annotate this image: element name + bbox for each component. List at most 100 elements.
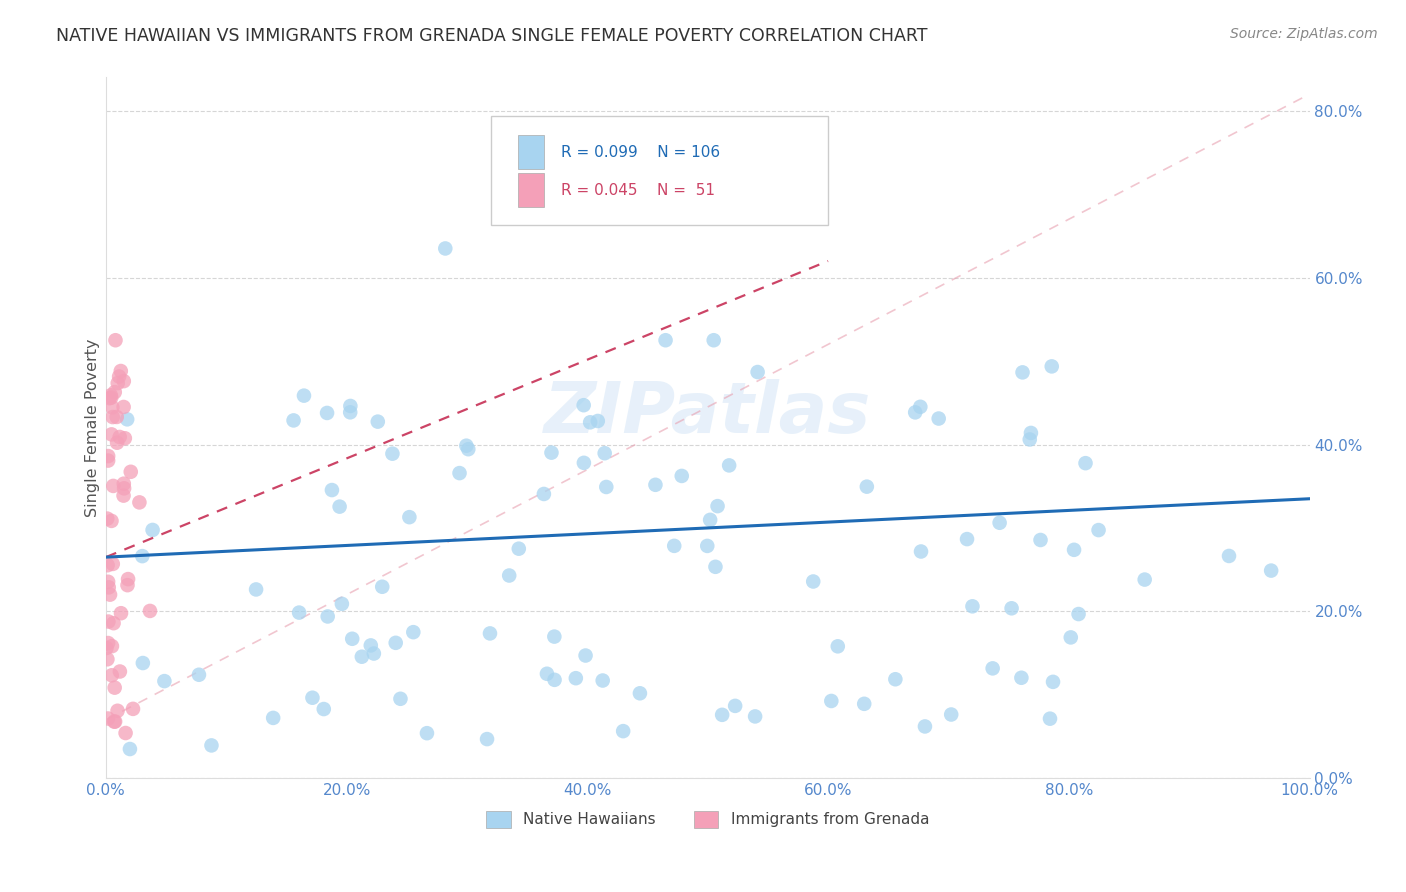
Point — [103, 616, 125, 631]
Point — [884, 672, 907, 686]
Point — [1074, 456, 1097, 470]
Point — [292, 389, 315, 403]
FancyBboxPatch shape — [491, 116, 828, 225]
Point — [543, 630, 565, 644]
Point — [283, 413, 305, 427]
Point — [671, 469, 693, 483]
Point — [956, 532, 979, 546]
Point — [108, 430, 131, 444]
Point — [801, 574, 824, 589]
Point — [112, 374, 135, 388]
Point — [384, 636, 406, 650]
Point — [508, 541, 530, 556]
Point — [1040, 359, 1063, 374]
Text: R = 0.099    N = 106: R = 0.099 N = 106 — [561, 145, 720, 160]
Point — [1029, 533, 1052, 547]
Point — [1087, 523, 1109, 537]
Point — [1039, 712, 1062, 726]
Point — [316, 406, 339, 420]
Point — [398, 510, 420, 524]
Point — [108, 369, 131, 384]
Point — [1218, 549, 1240, 563]
Point — [329, 500, 352, 514]
Point — [112, 489, 135, 503]
Point — [718, 458, 741, 473]
Point — [612, 724, 634, 739]
Point — [117, 572, 139, 586]
Point — [103, 714, 125, 729]
Point — [572, 456, 595, 470]
Point — [100, 388, 122, 402]
Point — [350, 649, 373, 664]
Point — [117, 578, 139, 592]
Point — [101, 639, 124, 653]
Point — [699, 513, 721, 527]
Point — [153, 674, 176, 689]
Point — [107, 376, 129, 390]
Point — [363, 647, 385, 661]
Point — [914, 719, 936, 733]
Point — [100, 427, 122, 442]
Point — [101, 557, 124, 571]
Point — [704, 559, 727, 574]
Point — [118, 742, 141, 756]
Point — [962, 599, 984, 614]
Point — [139, 604, 162, 618]
Point — [522, 187, 544, 202]
Bar — [517, 173, 544, 207]
Point — [449, 466, 471, 480]
Point — [827, 640, 849, 654]
Point — [1042, 674, 1064, 689]
Point — [654, 333, 676, 347]
Point — [536, 666, 558, 681]
Point — [96, 652, 118, 666]
Point — [101, 410, 124, 425]
Point — [1011, 365, 1033, 379]
Point — [101, 668, 124, 682]
Point — [112, 400, 135, 414]
Point — [96, 511, 118, 525]
Point — [316, 609, 339, 624]
Point — [540, 445, 562, 459]
Point — [112, 476, 135, 491]
Point — [131, 549, 153, 563]
Text: R = 0.045    N =  51: R = 0.045 N = 51 — [561, 184, 714, 198]
Point — [100, 514, 122, 528]
Text: Source: ZipAtlas.com: Source: ZipAtlas.com — [1230, 27, 1378, 41]
Point — [1063, 542, 1085, 557]
Point — [593, 446, 616, 460]
Point — [114, 726, 136, 740]
Point — [97, 558, 120, 573]
Point — [988, 516, 1011, 530]
Point — [941, 707, 963, 722]
Bar — [517, 135, 544, 169]
Point — [664, 539, 686, 553]
Point — [498, 568, 520, 582]
Point — [105, 409, 128, 424]
Point — [910, 544, 932, 558]
Point — [1010, 671, 1032, 685]
Point — [342, 632, 364, 646]
Point — [104, 681, 127, 695]
Point — [97, 711, 120, 725]
Point — [339, 405, 361, 419]
Point — [115, 412, 138, 426]
Point — [360, 639, 382, 653]
Point — [744, 709, 766, 723]
Point — [434, 242, 457, 256]
Point — [592, 673, 614, 688]
Point — [820, 694, 842, 708]
Point — [367, 415, 389, 429]
Point — [574, 648, 596, 663]
Legend: Native Hawaiians, Immigrants from Grenada: Native Hawaiians, Immigrants from Grenad… — [481, 805, 935, 834]
Point — [747, 365, 769, 379]
Point — [1019, 425, 1042, 440]
Point — [288, 606, 311, 620]
Point — [110, 364, 132, 378]
Point — [696, 539, 718, 553]
Point — [475, 732, 498, 747]
Point — [339, 399, 361, 413]
Point — [100, 391, 122, 405]
Point — [1060, 631, 1083, 645]
Point — [579, 415, 602, 429]
